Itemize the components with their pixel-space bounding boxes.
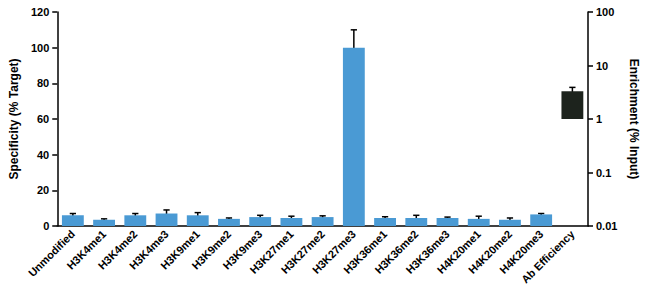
svg-text:H4K20me3: H4K20me3 — [497, 227, 546, 276]
svg-text:1: 1 — [596, 113, 602, 125]
svg-text:H3K27me1: H3K27me1 — [247, 227, 296, 276]
svg-text:Enrichment (% Input): Enrichment (% Input) — [627, 59, 641, 180]
svg-text:H3K4me3: H3K4me3 — [126, 227, 171, 272]
svg-text:10: 10 — [596, 60, 608, 72]
svg-text:120: 120 — [31, 6, 49, 18]
svg-text:H3K4me2: H3K4me2 — [95, 227, 140, 272]
svg-text:Unmodified: Unmodified — [26, 228, 77, 279]
svg-text:80: 80 — [37, 77, 49, 89]
svg-text:100: 100 — [596, 6, 614, 18]
svg-text:H3K4me1: H3K4me1 — [64, 227, 109, 272]
svg-text:40: 40 — [37, 149, 49, 161]
svg-text:0: 0 — [43, 220, 49, 232]
svg-text:H3K36me2: H3K36me2 — [372, 227, 421, 276]
svg-text:Specificity (% Target): Specificity (% Target) — [7, 58, 21, 179]
svg-text:H3K9me1: H3K9me1 — [158, 227, 202, 272]
svg-text:100: 100 — [31, 42, 49, 54]
svg-text:20: 20 — [37, 184, 49, 196]
svg-text:H3K27me3: H3K27me3 — [309, 227, 359, 276]
svg-text:Ab Efficiency: Ab Efficiency — [519, 227, 577, 285]
svg-text:60: 60 — [37, 113, 49, 125]
svg-text:H3K36me3: H3K36me3 — [403, 227, 452, 276]
svg-text:0.1: 0.1 — [596, 167, 611, 179]
svg-text:H4K20me1: H4K20me1 — [434, 227, 483, 276]
svg-text:H4K20me2: H4K20me2 — [466, 227, 515, 276]
svg-text:H3K27me2: H3K27me2 — [278, 227, 327, 276]
svg-text:H3K36me1: H3K36me1 — [341, 227, 390, 276]
svg-text:0.01: 0.01 — [596, 220, 617, 232]
svg-text:H3K9me2: H3K9me2 — [189, 227, 234, 272]
svg-text:H3K9me3: H3K9me3 — [220, 227, 265, 272]
